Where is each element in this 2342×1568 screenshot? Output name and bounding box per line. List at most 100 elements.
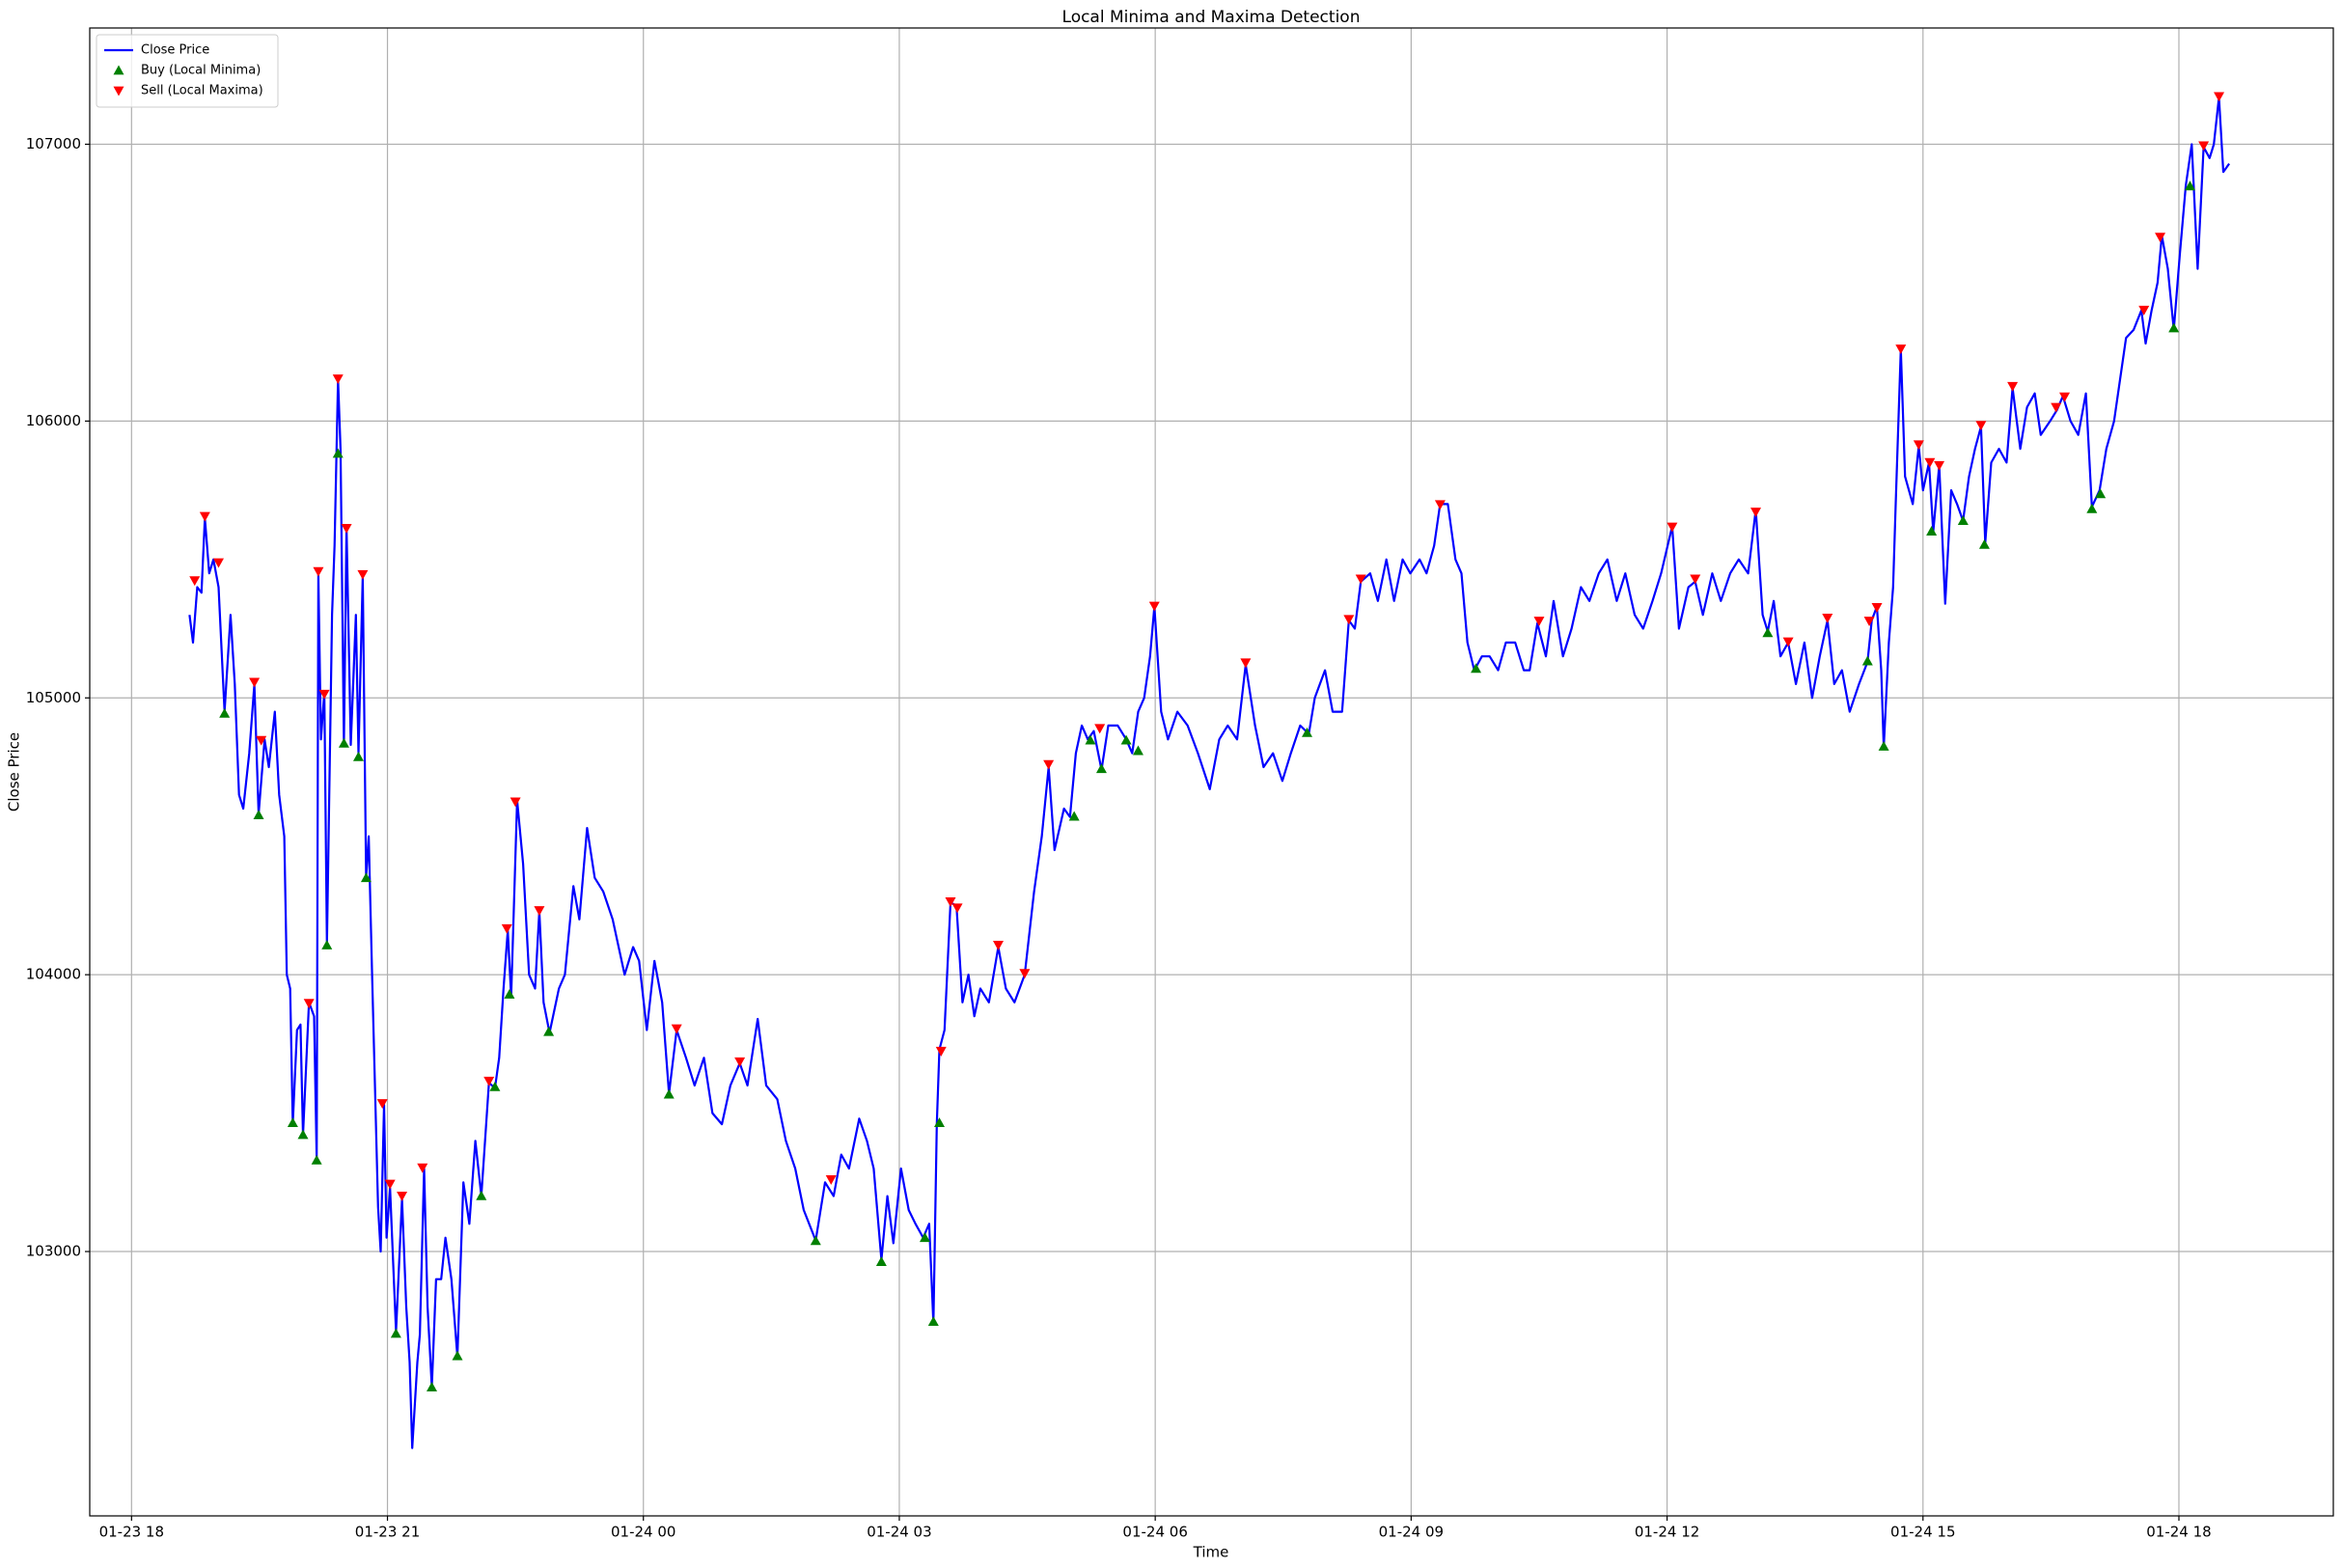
buy-marker xyxy=(1085,734,1096,745)
buy-marker xyxy=(311,1154,322,1165)
plot-frame xyxy=(89,27,2334,1517)
buy-marker xyxy=(1095,763,1107,774)
sell-marker xyxy=(945,897,956,907)
buy-marker xyxy=(452,1350,463,1361)
sell-marker xyxy=(671,1024,682,1034)
y-axis-label: Close Price xyxy=(6,732,23,812)
sell-marker xyxy=(1434,500,1446,510)
sell-marker xyxy=(483,1076,495,1087)
buy-marker xyxy=(332,448,344,458)
buy-marker xyxy=(287,1117,298,1128)
sell-marker xyxy=(332,374,344,384)
buy-marker xyxy=(1471,663,1482,674)
sell-marker xyxy=(734,1057,746,1067)
x-tick-label: 01-23 21 xyxy=(355,1524,420,1541)
sell-marker xyxy=(1343,615,1355,625)
x-axis-label: Time xyxy=(1193,1544,1229,1561)
sell-marker xyxy=(2051,402,2062,413)
buy-marker xyxy=(810,1235,821,1246)
buy-marker xyxy=(489,1081,501,1091)
sell-marker xyxy=(249,677,261,688)
sell-marker xyxy=(1043,759,1055,770)
sell-marker xyxy=(1240,658,1252,669)
buy-marker xyxy=(1302,727,1313,737)
buy-marker xyxy=(338,737,349,748)
sell-marker xyxy=(501,923,512,934)
buy-marker xyxy=(253,810,264,820)
sell-marker xyxy=(1913,440,1924,451)
x-tick-label: 01-24 03 xyxy=(867,1524,931,1541)
x-tick-label: 01-24 12 xyxy=(1635,1524,1699,1541)
y-tick-label: 105000 xyxy=(26,689,81,706)
sell-marker xyxy=(1148,601,1160,612)
buy-marker xyxy=(1762,627,1774,638)
sell-marker xyxy=(1094,724,1106,734)
sell-marker xyxy=(534,906,545,917)
buy-marker xyxy=(2168,322,2180,333)
legend: Close Price Buy (Local Minima) Sell (Local… xyxy=(96,34,279,108)
legend-label: Close Price xyxy=(141,43,209,58)
sell-marker xyxy=(1533,617,1545,627)
sell-marker xyxy=(1895,344,1907,354)
buy-marker xyxy=(219,707,231,718)
chart-title: Local Minima and Maxima Detection xyxy=(1062,8,1361,27)
sell-marker xyxy=(2155,233,2166,243)
buy-marker xyxy=(1957,515,1969,526)
sell-marker xyxy=(303,999,315,1009)
sell-marker xyxy=(510,797,521,808)
y-tick-label: 106000 xyxy=(26,412,81,429)
buy-marker xyxy=(1878,740,1889,751)
buy-marker xyxy=(2184,180,2195,191)
buy-marker xyxy=(2086,503,2098,513)
sell-marker xyxy=(1019,969,1031,979)
sell-marker xyxy=(1863,617,1875,627)
legend-label: Buy (Local Minima) xyxy=(141,64,261,78)
buy-marker xyxy=(933,1117,945,1128)
buy-marker xyxy=(426,1382,437,1391)
sell-marker xyxy=(1975,421,1987,431)
legend-label: Sell (Local Maxima) xyxy=(141,84,263,98)
buy-marker xyxy=(543,1026,555,1036)
buy-marker xyxy=(2095,488,2107,499)
buy-marker xyxy=(927,1316,939,1327)
x-tick-label: 01-24 15 xyxy=(1890,1524,1955,1541)
sell-marker xyxy=(2138,305,2150,316)
buy-marker xyxy=(321,939,333,949)
buy-marker xyxy=(360,872,372,883)
sell-marker xyxy=(256,735,267,746)
legend-marker xyxy=(113,86,124,96)
sell-marker xyxy=(2059,392,2071,402)
sell-marker xyxy=(212,558,224,568)
buy-marker xyxy=(663,1088,675,1099)
y-tick-label: 104000 xyxy=(26,966,81,983)
buy-marker xyxy=(390,1328,401,1338)
sell-marker xyxy=(1355,574,1366,585)
x-tick-label: 01-24 00 xyxy=(611,1524,675,1541)
sell-marker xyxy=(1924,457,1936,468)
buy-marker xyxy=(1861,655,1873,666)
sell-marker xyxy=(1667,522,1678,533)
buy-marker xyxy=(1120,734,1132,745)
sell-marker xyxy=(1934,460,1945,471)
buy-marker xyxy=(297,1129,309,1140)
buy-marker xyxy=(1132,745,1143,756)
x-tick-label: 01-24 09 xyxy=(1379,1524,1444,1541)
buy-marker xyxy=(352,751,364,761)
sell-marker xyxy=(1690,574,1701,585)
y-tick-label: 103000 xyxy=(26,1243,81,1260)
sell-marker xyxy=(1822,613,1833,623)
x-tick-label: 01-24 06 xyxy=(1122,1524,1187,1541)
sell-marker xyxy=(992,941,1004,950)
sell-marker xyxy=(2198,141,2210,151)
buy-marker xyxy=(476,1190,487,1200)
buy-marker xyxy=(1068,811,1080,821)
buy-marker xyxy=(1978,538,1990,549)
price-line xyxy=(188,96,2230,1449)
sell-marker xyxy=(357,569,369,580)
buy-marker xyxy=(1926,526,1938,536)
sell-marker xyxy=(1750,508,1762,517)
sell-marker xyxy=(199,511,210,522)
sell-marker xyxy=(1871,603,1883,613)
